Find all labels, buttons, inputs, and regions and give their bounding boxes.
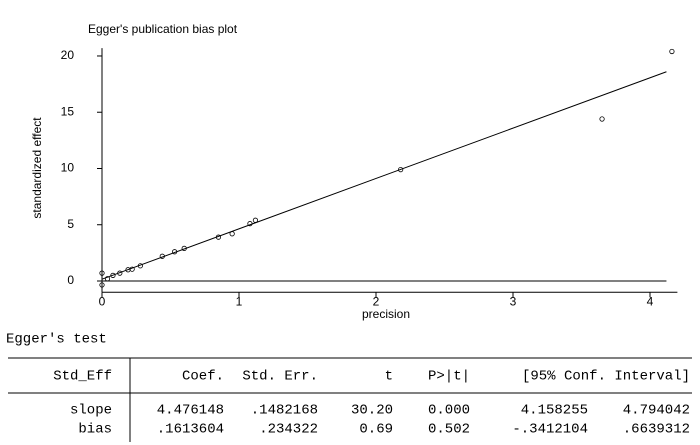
x-tick-label: 4 xyxy=(647,294,654,308)
table-cell: 4.158255 xyxy=(521,403,588,419)
table-title: Egger's test xyxy=(6,332,107,348)
point xyxy=(159,253,165,259)
point xyxy=(129,266,135,272)
x-axis-label: precision xyxy=(362,307,410,321)
table-cell: 30.20 xyxy=(351,403,393,419)
y-tick-label: 0 xyxy=(67,273,74,287)
point xyxy=(181,245,187,251)
table-header: Coef. xyxy=(182,369,224,385)
y-tick-label: 5 xyxy=(67,217,74,231)
table-cell: 4.476148 xyxy=(157,403,224,419)
fit-line xyxy=(101,71,667,280)
point xyxy=(110,272,116,278)
point xyxy=(117,270,123,276)
table-header: Std_Eff xyxy=(53,369,112,385)
x-tick-label: 0 xyxy=(99,294,106,308)
table-header: [95% Conf. Interval] xyxy=(522,369,690,385)
y-axis-label: standardized effect xyxy=(30,117,44,219)
table-cell: .234322 xyxy=(259,422,318,438)
x-tick-label: 1 xyxy=(236,294,243,308)
table-cell: .6639312 xyxy=(623,422,690,438)
point xyxy=(137,263,143,269)
y-tick-label: 20 xyxy=(61,48,75,62)
point xyxy=(599,116,605,122)
point xyxy=(252,217,259,223)
table-cell: .1613604 xyxy=(157,422,224,438)
table-cell: -.3412104 xyxy=(512,422,588,438)
point xyxy=(104,276,111,282)
point xyxy=(398,167,404,173)
point xyxy=(172,249,178,255)
table-header: Std. Err. xyxy=(242,369,318,385)
point xyxy=(99,282,105,288)
point xyxy=(215,234,222,240)
point xyxy=(669,48,675,55)
x-tick-label: 2 xyxy=(373,294,380,308)
table-cell: slope xyxy=(70,403,112,419)
table-cell: 0.69 xyxy=(359,422,393,438)
table-header: P>|t| xyxy=(428,369,470,385)
table-cell: 0.502 xyxy=(428,422,470,438)
table-cell: .1482168 xyxy=(251,403,318,419)
point xyxy=(229,231,235,237)
point xyxy=(247,221,253,227)
chart-title: Egger's publication bias plot xyxy=(88,22,238,36)
x-tick-label: 3 xyxy=(510,294,517,308)
table-cell: bias xyxy=(78,422,112,438)
y-tick-label: 15 xyxy=(61,104,75,118)
table-header: t xyxy=(385,369,393,385)
y-tick-label: 10 xyxy=(61,161,75,175)
table-cell: 4.794042 xyxy=(623,403,690,419)
table-cell: 0.000 xyxy=(428,403,470,419)
point xyxy=(99,270,105,276)
